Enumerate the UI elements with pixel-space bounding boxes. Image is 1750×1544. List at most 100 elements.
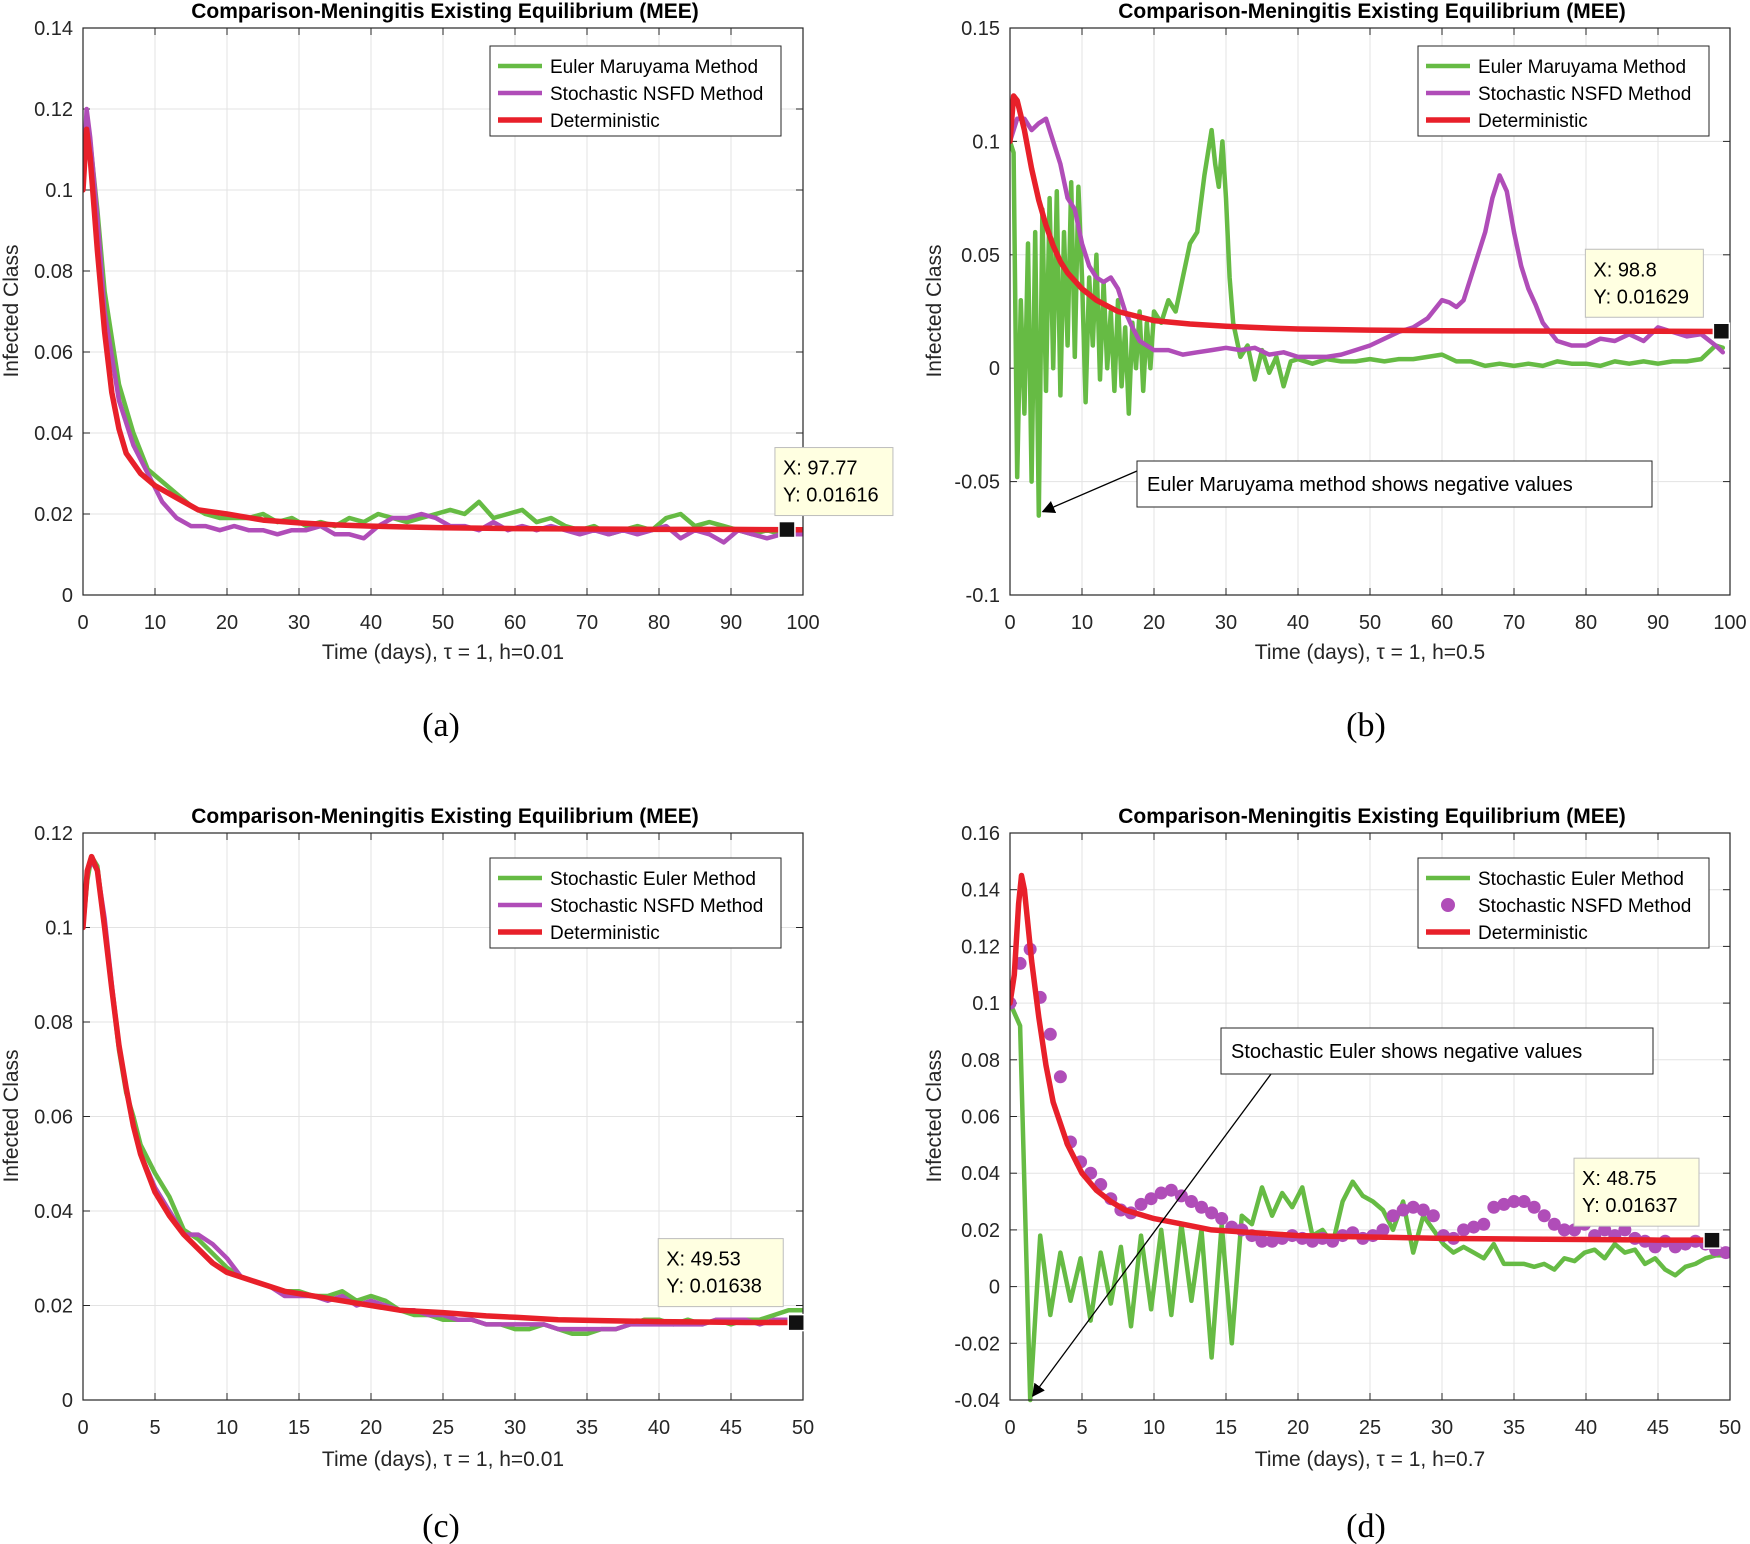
panel-d-stochastic-nsfd-method-point [1043, 1027, 1057, 1041]
panel-a-ylabel: Infected Class [0, 244, 23, 377]
panel-d-x-tick-label: 30 [1431, 1417, 1453, 1439]
panel-b-annotation-text: Euler Maruyama method shows negative val… [1147, 474, 1573, 496]
panel-b-legend: Euler Maruyama Method Stochastic NSFD Met… [1417, 45, 1710, 137]
panel-d-legend-swatch-stochastic-nsfd-method [1441, 898, 1455, 912]
panel-d-stochastic-nsfd-method-point [1426, 1209, 1440, 1223]
panel-a-datatip-box [774, 447, 894, 517]
panel-a-data-layer [83, 106, 803, 545]
panel-d-stochastic-nsfd-method-point [1517, 1195, 1531, 1209]
panel-b-stochastic-nsfd-method-line [1010, 116, 1726, 360]
panel-a-y-tick-label: 0 [62, 585, 73, 607]
panel-a-legend-label-deterministic: Deterministic [550, 111, 660, 132]
panel-a-y-tick-label: 0.08 [34, 261, 73, 283]
panel-c-x-tick-label: 20 [360, 1417, 382, 1439]
panel-a-legend-label-euler-maruyama-method: Euler Maruyama Method [550, 57, 758, 78]
panel-a-datatip-marker [778, 520, 796, 539]
panel-d-x-tick-label: 15 [1215, 1417, 1237, 1439]
panel-d-stochastic-nsfd-method-point [1376, 1223, 1390, 1237]
panel-a-x-tick-label: 50 [432, 612, 454, 634]
panel-d-y-tick-label: 0.16 [961, 823, 1000, 845]
panel-d-datatip-marker [1703, 1231, 1721, 1249]
panel-a-x-tick-label: 60 [504, 612, 526, 634]
panel-d-x-tick-label: 10 [1143, 1417, 1165, 1439]
panel-d-stochastic-nsfd-method-point [1467, 1220, 1481, 1234]
panel-d-legend: Stochastic Euler Method Stochastic NSFD M… [1417, 857, 1710, 949]
panel-d-legend-label-stochastic-euler-method: Stochastic Euler Method [1478, 869, 1684, 890]
panel-a-stochastic-nsfd-method-line [83, 106, 803, 545]
panel-c-x-tick-label: 40 [648, 1417, 670, 1439]
panel-b-annotation-box [1136, 460, 1653, 508]
panel-b-datatip-line: X: 98.8 [1593, 259, 1656, 281]
panel-c-deterministic-line [83, 853, 803, 1326]
panel-c-legend-label-stochastic-euler-method: Stochastic Euler Method [550, 869, 756, 890]
panel-c-x-tick-label: 35 [576, 1417, 598, 1439]
panel-b-datatip: X: 98.8 Y: 0.01629 [1584, 248, 1731, 341]
panel-d-stochastic-nsfd-method-point [1547, 1217, 1561, 1231]
panel-b-euler-maruyama-method-line [1010, 127, 1726, 518]
panel-d-stochastic-nsfd-method-point [1195, 1200, 1209, 1214]
panel-d-x-tick-label: 35 [1503, 1417, 1525, 1439]
panel-d-stochastic-nsfd-method-point [1668, 1240, 1682, 1254]
panel-d-x-tick-label: 20 [1287, 1417, 1309, 1439]
panel-c-y-tick-label: 0.1 [45, 918, 73, 940]
panel-d-y-tick-label: 0.02 [961, 1220, 1000, 1242]
panel-b-y-tick-label: 0.1 [972, 131, 1000, 153]
panel-d-stochastic-nsfd-method-point [1477, 1217, 1491, 1231]
panel-a-title: Comparison-Meningitis Existing Equilibri… [191, 0, 699, 23]
panel-d-y-tick-label: 0.06 [961, 1107, 1000, 1129]
panel-a-x-tick-label: 70 [576, 612, 598, 634]
panel-c-x-tick-label: 45 [720, 1417, 742, 1439]
panel-d-legend-label-deterministic: Deterministic [1478, 923, 1588, 944]
panel-a-x-tick-label: 40 [360, 612, 382, 634]
panel-d-annotation-text: Stochastic Euler shows negative values [1231, 1041, 1582, 1063]
panel-c-legend: Stochastic Euler Method Stochastic NSFD M… [489, 857, 782, 949]
panel-a: Comparison-Meningitis Existing Equilibri… [0, 0, 894, 744]
panel-a-x-tick-label: 90 [720, 612, 742, 634]
panel-c-datatip-line: X: 49.53 [666, 1249, 741, 1271]
panel-b-legend-label-deterministic: Deterministic [1478, 111, 1588, 132]
panel-b-xlabel: Time (days), τ = 1, h=0.5 [1255, 641, 1485, 664]
panel-c-datatip-box [657, 1238, 784, 1308]
panel-a-datatip-line: Y: 0.01616 [783, 485, 879, 507]
panel-b-y-tick-label: -0.1 [966, 585, 1000, 607]
panel-c-x-tick-label: 5 [149, 1417, 160, 1439]
panel-c-datatip-line: Y: 0.01638 [666, 1276, 762, 1298]
panel-d-deterministic-line [1010, 872, 1719, 1243]
panel-d-datatip-box [1573, 1157, 1700, 1227]
panel-b-y-tick-label: 0 [989, 358, 1000, 380]
panel-c-x-tick-label: 10 [216, 1417, 238, 1439]
panel-b-x-tick-label: 20 [1143, 612, 1165, 634]
panel-d-annotation-arrow [1031, 1073, 1272, 1398]
panel-b-x-tick-label: 30 [1215, 612, 1237, 634]
panel-c-caption: (c) [422, 1508, 460, 1544]
panel-c-y-tick-label: 0.02 [34, 1296, 73, 1318]
panel-a-datatip-line: X: 97.77 [783, 458, 858, 480]
panel-b-legend-label-euler-maruyama-method: Euler Maruyama Method [1478, 57, 1686, 78]
panel-b-axes-box [1009, 27, 1731, 596]
panel-d-title: Comparison-Meningitis Existing Equilibri… [1118, 805, 1626, 828]
panel-d-stochastic-nsfd-method-point [1144, 1192, 1158, 1206]
panel-d-stochastic-nsfd-method-point [1648, 1240, 1662, 1254]
panel-a-y-tick-label: 0.12 [34, 99, 73, 121]
panel-c-datatip: X: 49.53 Y: 0.01638 [657, 1238, 805, 1332]
panel-a-legend-label-stochastic-nsfd-method: Stochastic NSFD Method [550, 84, 763, 105]
panel-a-x-tick-label: 0 [77, 612, 88, 634]
panel-b-x-tick-label: 0 [1004, 612, 1015, 634]
panel-c-y-tick-label: 0 [62, 1390, 73, 1412]
panel-a-x-tick-label: 100 [786, 612, 819, 634]
panel-d-stochastic-nsfd-method-point [1497, 1197, 1511, 1211]
panel-d-stochastic-nsfd-method-point [1406, 1200, 1420, 1214]
panel-d-stochastic-nsfd-method-point [1487, 1200, 1501, 1214]
panel-a-y-tick-label: 0.14 [34, 18, 73, 40]
panel-b: Comparison-Meningitis Existing Equilibri… [923, 0, 1747, 744]
panel-d-x-tick-label: 0 [1004, 1417, 1015, 1439]
panel-b-ylabel: Infected Class [923, 244, 946, 377]
panel-b-x-tick-label: 80 [1575, 612, 1597, 634]
panel-d-stochastic-nsfd-method-point [1215, 1212, 1229, 1226]
panel-d-axes-box [1009, 832, 1731, 1401]
panel-a-x-tick-label: 10 [144, 612, 166, 634]
panel-d-stochastic-nsfd-method-point [1134, 1197, 1148, 1211]
panel-a-y-tick-label: 0.1 [45, 180, 73, 202]
panel-c-title: Comparison-Meningitis Existing Equilibri… [191, 805, 699, 828]
panel-d-ylabel: Infected Class [923, 1049, 946, 1182]
